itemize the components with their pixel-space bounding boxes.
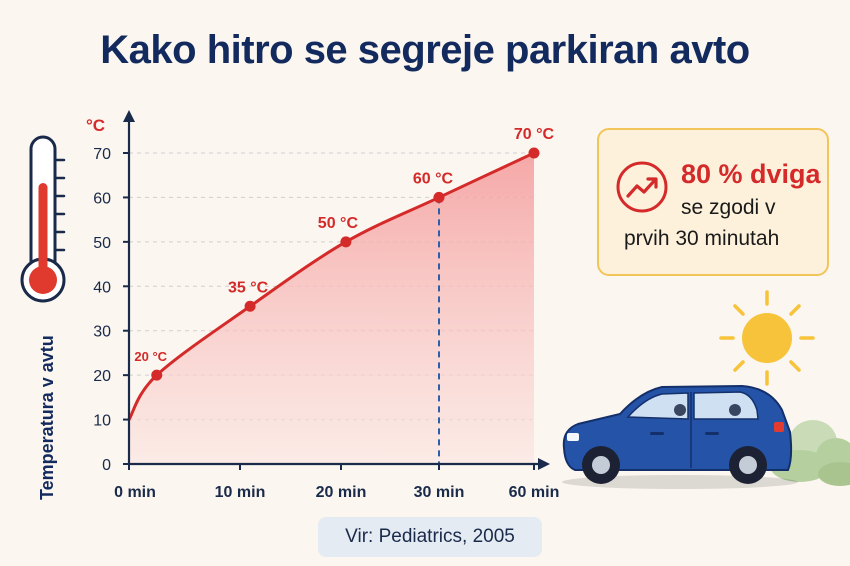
sun-icon [719, 290, 815, 386]
y-tick-label: 50 [93, 235, 111, 252]
data-label: 60 °C [413, 170, 454, 187]
area-fill [129, 153, 534, 464]
data-label: 20 °C [134, 349, 167, 364]
y-tick-label: 0 [102, 457, 111, 474]
y-tick-label: 40 [93, 279, 111, 296]
data-label: 35 °C [228, 279, 269, 296]
callout-line-2: se zgodi v [681, 196, 776, 219]
data-label: 50 °C [318, 215, 359, 232]
x-tick-label: 60 min [509, 484, 560, 501]
thermometer-icon [20, 135, 66, 303]
x-tick-label: 20 min [316, 484, 367, 501]
x-axis-arrow [538, 458, 550, 470]
y-axis-label: Temperatura v avtu [37, 335, 57, 500]
callout-headline: 80 % dviga [681, 159, 821, 189]
data-point [340, 236, 352, 248]
car-icon [562, 384, 798, 489]
y-unit-label: °C [86, 116, 105, 135]
trend-up-icon [615, 160, 669, 214]
x-tick-label: 0 min [114, 484, 156, 501]
page-title: Kako hitro se segreje parkiran avto [100, 28, 750, 72]
y-tick-label: 20 [93, 368, 111, 385]
data-point [528, 147, 540, 159]
y-tick-label: 30 [93, 324, 111, 341]
x-tick-label: 30 min [414, 484, 465, 501]
y-tick-label: 60 [93, 190, 111, 207]
data-point [151, 369, 163, 381]
y-axis-arrow [123, 110, 135, 122]
x-tick-label: 10 min [215, 484, 266, 501]
callout-line-3: prvih 30 minutah [624, 227, 780, 250]
data-point [244, 300, 256, 312]
source-badge: Vir: Pediatrics, 2005 [318, 517, 542, 557]
y-tick-label: 10 [93, 413, 111, 430]
data-label: 70 °C [514, 126, 555, 143]
y-tick-label: 70 [93, 146, 111, 163]
insight-callout: 80 % dviga se zgodi v prvih 30 minutah [597, 128, 829, 276]
data-point [433, 191, 445, 203]
